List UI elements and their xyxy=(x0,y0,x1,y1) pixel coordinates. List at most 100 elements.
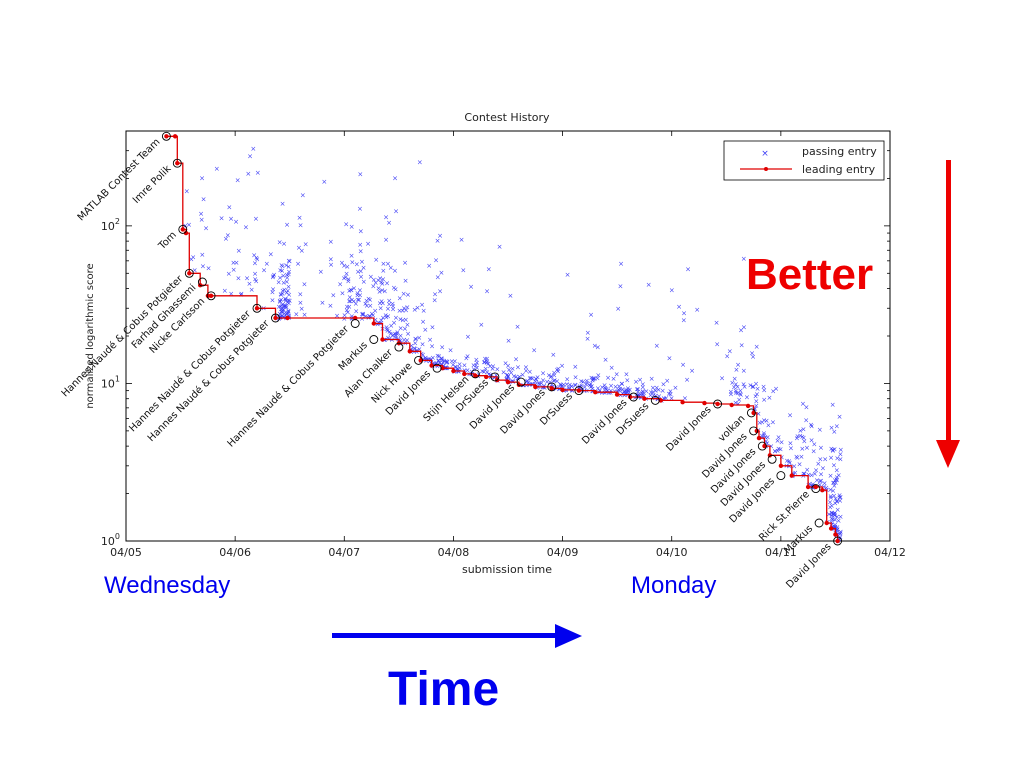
passing-entry-marker: × xyxy=(559,382,565,390)
passing-entry-marker: × xyxy=(341,262,347,270)
passing-entry-marker: × xyxy=(198,210,204,218)
passing-entry-marker: × xyxy=(437,232,443,240)
passing-entry-marker: × xyxy=(375,321,381,329)
passing-entry-marker: × xyxy=(298,222,304,230)
passing-entry-marker: × xyxy=(822,455,828,463)
passing-entry-marker: × xyxy=(356,296,362,304)
passing-entry-marker: × xyxy=(832,477,838,485)
passing-entry-marker: × xyxy=(201,195,207,203)
passing-entry-marker: × xyxy=(588,380,594,388)
passing-entry-marker: × xyxy=(450,361,456,369)
passing-entry-marker: × xyxy=(589,388,595,396)
passing-entry-marker: × xyxy=(386,219,392,227)
passing-entry-marker: × xyxy=(810,481,816,489)
passing-entry-marker: × xyxy=(391,319,397,327)
passing-entry-marker: × xyxy=(770,419,776,427)
passing-entry-marker: × xyxy=(592,342,598,350)
passing-entry-marker: × xyxy=(615,387,621,395)
passing-entry-marker: × xyxy=(401,304,407,312)
passing-entry-marker: × xyxy=(276,315,282,323)
passing-entry-marker: × xyxy=(728,388,734,396)
passing-entry-marker: × xyxy=(623,386,629,394)
passing-entry-marker: × xyxy=(353,300,359,308)
passing-entry-marker: × xyxy=(284,271,290,279)
passing-entry-marker: × xyxy=(513,356,519,364)
passing-entry-marker: × xyxy=(344,307,350,315)
leading-entry-marker xyxy=(778,463,784,468)
leader-circle xyxy=(197,277,207,287)
passing-entry-marker: × xyxy=(286,257,292,265)
passing-entry-marker: × xyxy=(376,284,382,292)
passing-entry-marker: × xyxy=(426,356,432,364)
passing-entry-marker: × xyxy=(282,303,288,311)
passing-entry-marker: × xyxy=(417,158,423,166)
passing-entry-marker: × xyxy=(402,259,408,267)
passing-entry-marker: × xyxy=(649,375,655,383)
passing-entry-marker: × xyxy=(362,300,368,308)
passing-entry-marker: × xyxy=(830,523,836,531)
passing-entry-marker: × xyxy=(608,389,614,397)
x-tick-label: 04/12 xyxy=(874,546,906,559)
passing-entry-marker: × xyxy=(650,388,656,396)
passing-entry-marker: × xyxy=(188,256,194,264)
passing-entry-marker: × xyxy=(421,307,427,315)
passing-entry-marker: × xyxy=(811,440,817,448)
passing-entry-marker: × xyxy=(423,357,429,365)
passing-entry-marker: × xyxy=(367,302,373,310)
leader-circle xyxy=(414,355,423,365)
passing-entry-marker: × xyxy=(301,280,307,288)
passing-entry-marker: × xyxy=(405,291,411,299)
passing-entry-marker: × xyxy=(378,317,384,325)
passing-entry-marker: × xyxy=(834,423,840,431)
passing-entry-marker: × xyxy=(761,429,767,437)
passing-entry-marker: × xyxy=(284,309,290,317)
passing-entry-marker: × xyxy=(527,368,533,376)
passing-entry-marker: × xyxy=(431,361,437,369)
passing-entry-marker: × xyxy=(443,363,449,371)
passing-entry-marker: × xyxy=(355,268,361,276)
passing-entry-marker: × xyxy=(625,387,631,395)
passing-entry-marker: × xyxy=(199,216,205,224)
passing-entry-marker: × xyxy=(788,445,794,453)
passing-entry-marker: × xyxy=(827,504,833,512)
passing-entry-marker: × xyxy=(538,379,544,387)
passing-entry-marker: × xyxy=(633,378,639,386)
passing-entry-marker: × xyxy=(378,278,384,286)
passing-entry-marker: × xyxy=(269,297,275,305)
passing-entry-marker: × xyxy=(837,413,843,421)
passing-entry-marker: × xyxy=(228,215,234,223)
passing-entry-marker: × xyxy=(422,355,428,363)
x-tick-label: 04/08 xyxy=(438,546,470,559)
passing-entry-marker: × xyxy=(349,315,355,323)
leader-circle xyxy=(252,303,262,313)
passing-entry-marker: × xyxy=(279,305,285,313)
passing-entry-marker: × xyxy=(635,385,641,393)
passing-entry-marker: × xyxy=(828,493,834,501)
passing-entry-marker: × xyxy=(465,333,471,341)
passing-entry-marker: × xyxy=(737,390,743,398)
passing-entry-marker: × xyxy=(653,387,659,395)
passing-entry-marker: × xyxy=(836,471,842,479)
leading-entry-marker xyxy=(285,315,290,321)
x-tick-label: 04/06 xyxy=(219,546,251,559)
leader-circle xyxy=(811,484,821,494)
passing-entry-marker: × xyxy=(487,363,493,371)
passing-entry-marker: × xyxy=(285,297,291,305)
passing-entry-marker: × xyxy=(454,365,460,373)
passing-entry-marker: × xyxy=(787,411,793,419)
passing-entry-marker: × xyxy=(585,335,591,343)
passing-entry-marker: × xyxy=(622,391,628,399)
passing-entry-marker: × xyxy=(739,341,745,349)
passing-entry-marker: × xyxy=(669,286,675,294)
leading-entry-marker xyxy=(533,384,538,390)
passing-entry-marker: × xyxy=(382,288,388,296)
passing-entry-marker: × xyxy=(837,450,843,458)
passing-entry-marker: × xyxy=(684,376,690,384)
passing-entry-marker: × xyxy=(373,279,379,287)
x-tick-label: 04/11 xyxy=(765,546,797,559)
passing-entry-marker: × xyxy=(535,374,541,382)
passing-entry-marker: × xyxy=(556,385,562,393)
passing-entry-marker: × xyxy=(394,329,400,337)
leading-entry-marker xyxy=(680,400,685,405)
leader-circle xyxy=(394,342,404,352)
